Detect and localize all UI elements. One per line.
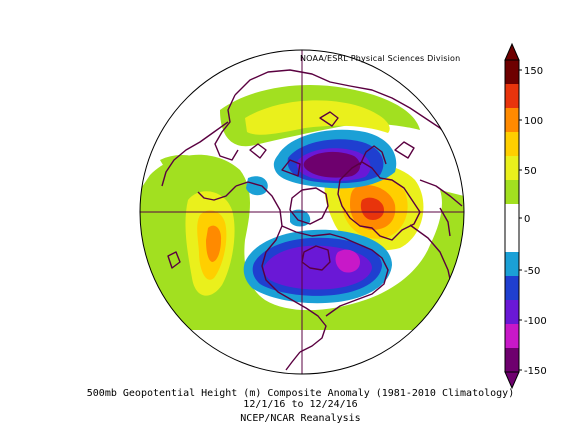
colorbar-segment bbox=[505, 84, 519, 109]
map-disk bbox=[140, 50, 464, 374]
colorbar-segment bbox=[505, 252, 519, 277]
colorbar-segment bbox=[505, 228, 519, 253]
colorbar-tick-label: -50 bbox=[524, 266, 540, 277]
colorbar-top-cap bbox=[504, 42, 520, 61]
colorbar-segment bbox=[505, 108, 519, 133]
positive-max-eurasia bbox=[360, 197, 384, 220]
colorbar-segment bbox=[505, 324, 519, 349]
colorbar-segment bbox=[505, 300, 519, 325]
coastlines bbox=[161, 69, 464, 371]
colorbar-segment bbox=[505, 156, 519, 181]
colorbar-segment bbox=[505, 60, 519, 85]
graticule bbox=[140, 50, 464, 374]
colorbar-tick-label: -100 bbox=[524, 316, 547, 327]
positive-max-pacific bbox=[206, 225, 222, 262]
credit-text: NOAA/ESRL Physical Sciences Division bbox=[300, 54, 461, 63]
colorbar-tick-label: 0 bbox=[524, 214, 530, 225]
positive-region-pacific bbox=[140, 154, 464, 330]
caption-source: NCEP/NCAR Reanalysis bbox=[240, 413, 361, 424]
colorbar-tick-label: 100 bbox=[524, 116, 543, 127]
colorbar-segment bbox=[505, 132, 519, 157]
positive-band-arctic bbox=[245, 100, 390, 135]
colorbar-segment bbox=[505, 276, 519, 301]
map-border bbox=[139, 49, 465, 375]
colorbar: 150 100 50 0 -50 -100 -150 bbox=[504, 42, 547, 390]
colorbar-bottom-cap bbox=[504, 371, 520, 390]
colorbar-tick-label: 50 bbox=[524, 166, 537, 177]
caption-dates: 12/1/16 to 12/24/16 bbox=[243, 399, 358, 410]
colorbar-tick-label: 150 bbox=[524, 66, 543, 77]
colorbar-segment bbox=[505, 204, 519, 229]
colorbar-tick-label: -150 bbox=[524, 366, 547, 377]
colorbar-segment bbox=[505, 348, 519, 373]
negative-patch-alaska bbox=[246, 176, 268, 196]
caption-title: 500mb Geopotential Height (m) Composite … bbox=[86, 388, 515, 399]
negative-magenta-namerica bbox=[335, 249, 360, 273]
colorbar-segment bbox=[505, 180, 519, 205]
negative-max-arctic bbox=[303, 151, 361, 178]
colorbar-border bbox=[504, 59, 520, 373]
